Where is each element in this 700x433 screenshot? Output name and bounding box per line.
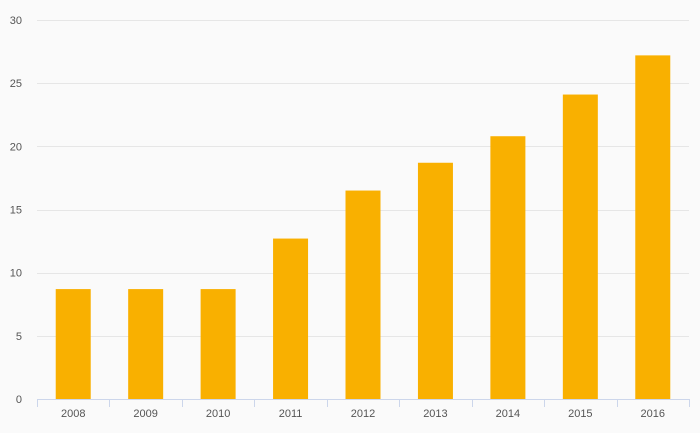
y-tick-label: 20 [10, 141, 22, 153]
bar-2013 [417, 162, 453, 399]
y-tick-label: 5 [16, 331, 22, 343]
bar-2014 [490, 136, 526, 399]
y-tick-label: 10 [10, 268, 22, 280]
x-tick-label: 2013 [423, 408, 447, 420]
bar-2008 [55, 289, 91, 399]
x-tick-label: 2012 [351, 408, 375, 420]
bars [55, 55, 671, 400]
bar-2009 [128, 289, 164, 399]
x-tick-label: 2011 [279, 408, 303, 420]
bar-2010 [200, 289, 236, 399]
x-tick-label: 2015 [568, 408, 592, 420]
y-tick-label: 25 [10, 78, 22, 90]
y-tick-label: 30 [10, 15, 22, 27]
x-tick-label: 2010 [206, 408, 230, 420]
x-tick-label: 2016 [641, 408, 665, 420]
x-axis-tick-labels: 2008 2009 2010 2011 2012 2013 2014 2015 2016 [61, 408, 665, 420]
bar-2016 [635, 55, 671, 400]
y-axis-tick-labels: 0 5 10 15 20 25 30 [10, 15, 22, 406]
bar-2011 [273, 238, 309, 399]
bar-2015 [562, 94, 598, 399]
x-tick-label: 2014 [496, 408, 520, 420]
y-tick-label: 0 [16, 394, 22, 406]
x-tick-label: 2008 [61, 408, 85, 420]
bar-2012 [345, 190, 381, 399]
x-axis [37, 399, 690, 407]
x-tick-label: 2009 [133, 408, 157, 420]
y-tick-label: 15 [10, 205, 22, 217]
